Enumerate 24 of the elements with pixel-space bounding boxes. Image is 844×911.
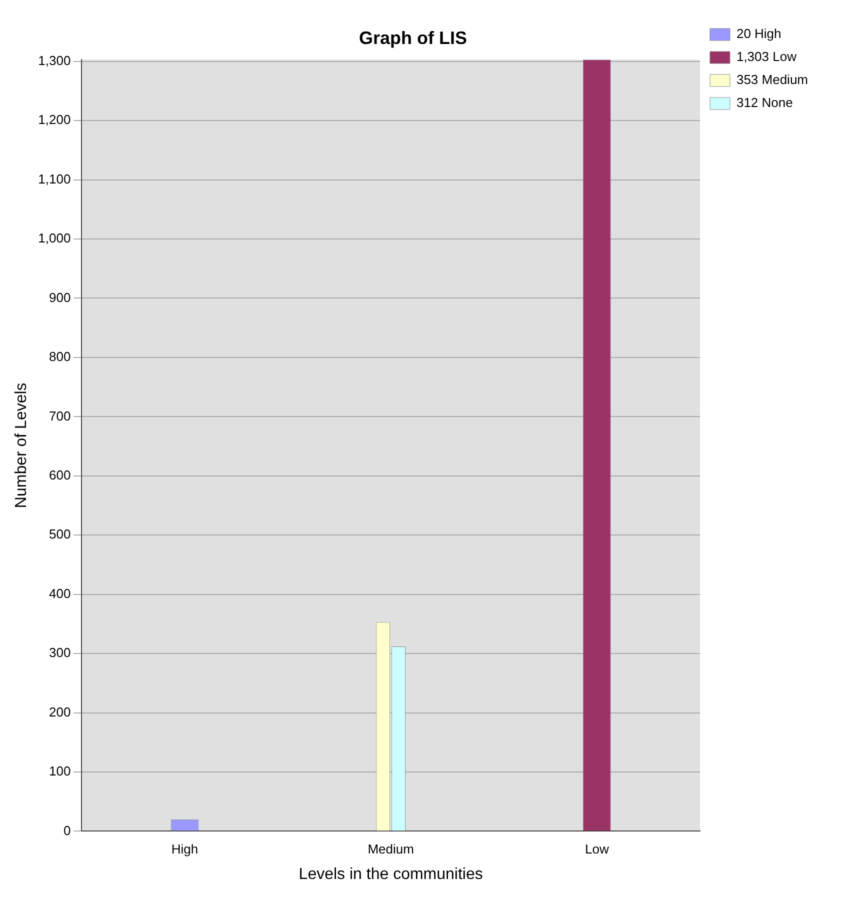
y-tick-label: 1,200 [38, 112, 71, 128]
x-tick-label: High [171, 842, 198, 857]
legend-label: 353 Medium [736, 72, 808, 88]
y-tick-label: 500 [49, 526, 71, 542]
y-tick-label: 100 [49, 764, 71, 779]
chart-title: Graph of LIS [359, 28, 467, 48]
y-tick-label: 400 [49, 586, 71, 601]
y-tick-label: 300 [49, 645, 71, 660]
y-axis-title: Number of Levels [13, 382, 30, 508]
y-tick-label: 1,100 [38, 171, 71, 186]
y-tick-label: 1,000 [38, 230, 71, 246]
legend-label: 20 High [736, 26, 782, 42]
y-tick-label: 800 [49, 349, 71, 364]
y-tick-label: 700 [49, 408, 71, 424]
y-tick-label: 900 [49, 290, 71, 305]
x-axis-title: Levels in the communities [298, 866, 483, 883]
x-tick-label: Low [584, 842, 610, 857]
legend-label: 1,303 Low [736, 49, 798, 64]
legend-label: 312 None [736, 95, 793, 110]
x-tick-label: Medium [368, 842, 414, 857]
y-tick-label: 600 [49, 467, 71, 482]
y-tick-label: 0 [63, 822, 71, 838]
y-tick-label: 1,300 [38, 52, 71, 68]
y-tick-label: 200 [49, 704, 71, 720]
